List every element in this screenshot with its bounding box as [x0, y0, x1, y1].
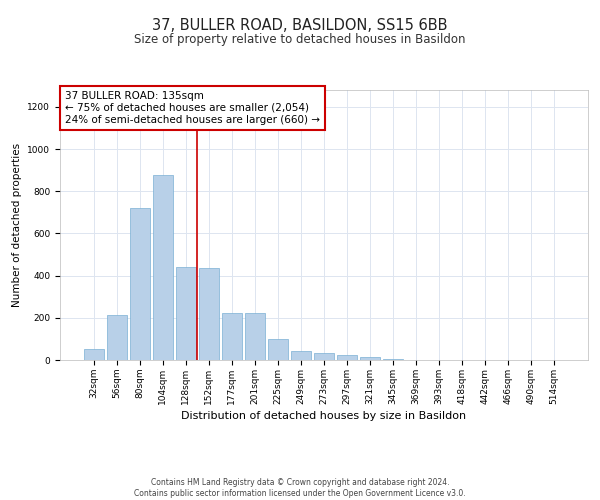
Bar: [291, 350, 311, 360]
Bar: [383, 359, 403, 360]
Bar: [130, 208, 149, 360]
Bar: [153, 176, 173, 360]
Bar: [199, 268, 218, 360]
Bar: [107, 314, 127, 360]
Text: 37 BULLER ROAD: 135sqm
← 75% of detached houses are smaller (2,054)
24% of semi-: 37 BULLER ROAD: 135sqm ← 75% of detached…: [65, 92, 320, 124]
Bar: [222, 312, 242, 360]
Text: Contains HM Land Registry data © Crown copyright and database right 2024.
Contai: Contains HM Land Registry data © Crown c…: [134, 478, 466, 498]
Bar: [337, 354, 357, 360]
Bar: [84, 350, 104, 360]
Y-axis label: Number of detached properties: Number of detached properties: [12, 143, 22, 307]
Text: Size of property relative to detached houses in Basildon: Size of property relative to detached ho…: [134, 32, 466, 46]
Bar: [176, 267, 196, 360]
Bar: [245, 312, 265, 360]
Text: 37, BULLER ROAD, BASILDON, SS15 6BB: 37, BULLER ROAD, BASILDON, SS15 6BB: [152, 18, 448, 32]
Bar: [314, 352, 334, 360]
Bar: [360, 357, 380, 360]
X-axis label: Distribution of detached houses by size in Basildon: Distribution of detached houses by size …: [181, 411, 467, 421]
Bar: [268, 339, 288, 360]
